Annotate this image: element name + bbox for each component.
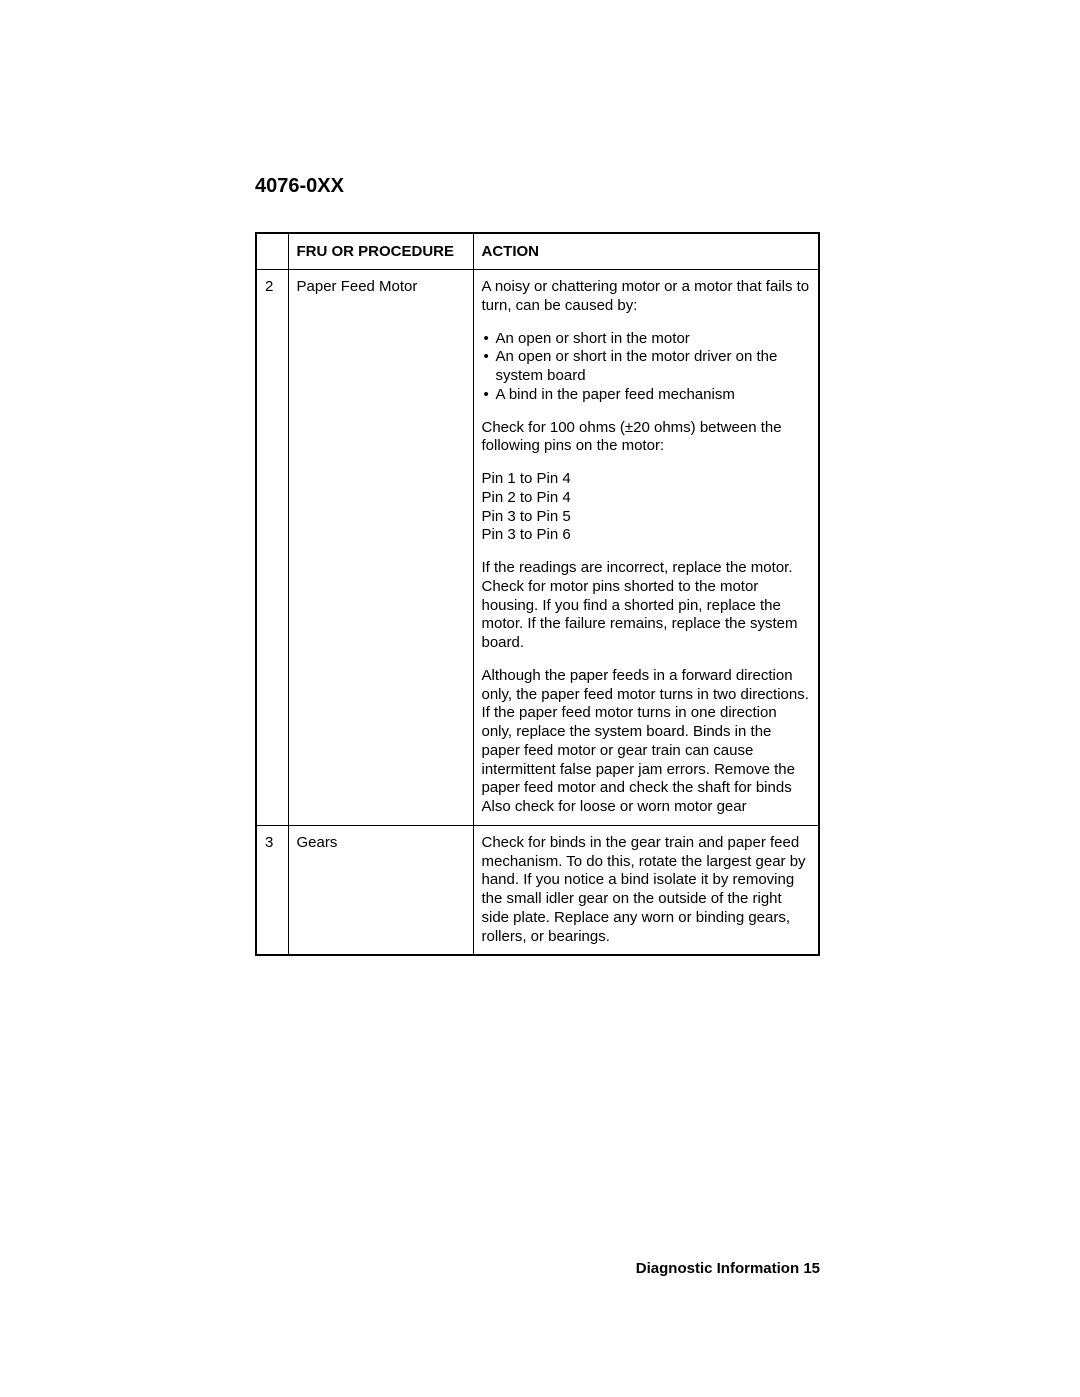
table-header-num — [256, 233, 288, 270]
footer-label: Diagnostic Information — [636, 1260, 799, 1277]
row-action: A noisy or chattering motor or a motor t… — [473, 270, 819, 826]
page-container: 4076-0XX FRU OR PROCEDURE ACTION 2 Paper… — [0, 0, 1080, 956]
bullet-item: An open or short in the motor driver on … — [482, 348, 811, 386]
action-bullets: An open or short in the motor An open or… — [482, 330, 811, 405]
diagnostic-table: FRU OR PROCEDURE ACTION 2 Paper Feed Mot… — [255, 232, 820, 956]
action-para2: Although the paper feeds in a forward di… — [482, 667, 811, 817]
action-intro: A noisy or chattering motor or a motor t… — [482, 278, 811, 316]
bullet-item: An open or short in the motor — [482, 330, 811, 349]
action-check-text: Check for 100 ohms (±20 ohms) between th… — [482, 419, 811, 457]
row-fru: Gears — [288, 825, 473, 955]
footer-page-number: 15 — [803, 1260, 820, 1277]
action-para1: If the readings are incorrect, replace t… — [482, 559, 811, 653]
table-row: 2 Paper Feed Motor A noisy or chattering… — [256, 270, 819, 826]
bullet-item: A bind in the paper feed mechanism — [482, 386, 811, 405]
pin-line: Pin 1 to Pin 4 — [482, 470, 811, 489]
pin-line: Pin 2 to Pin 4 — [482, 489, 811, 508]
page-footer: Diagnostic Information 15 — [636, 1260, 820, 1277]
table-header-action: ACTION — [473, 233, 819, 270]
row-num: 2 — [256, 270, 288, 826]
row-fru: Paper Feed Motor — [288, 270, 473, 826]
page-header: 4076-0XX — [255, 175, 820, 198]
row-action: Check for binds in the gear train and pa… — [473, 825, 819, 955]
row-num: 3 — [256, 825, 288, 955]
pin-line: Pin 3 to Pin 6 — [482, 526, 811, 545]
table-row: 3 Gears Check for binds in the gear trai… — [256, 825, 819, 955]
table-header-row: FRU OR PROCEDURE ACTION — [256, 233, 819, 270]
action-pins: Pin 1 to Pin 4 Pin 2 to Pin 4 Pin 3 to P… — [482, 470, 811, 545]
pin-line: Pin 3 to Pin 5 — [482, 508, 811, 527]
table-header-fru: FRU OR PROCEDURE — [288, 233, 473, 270]
